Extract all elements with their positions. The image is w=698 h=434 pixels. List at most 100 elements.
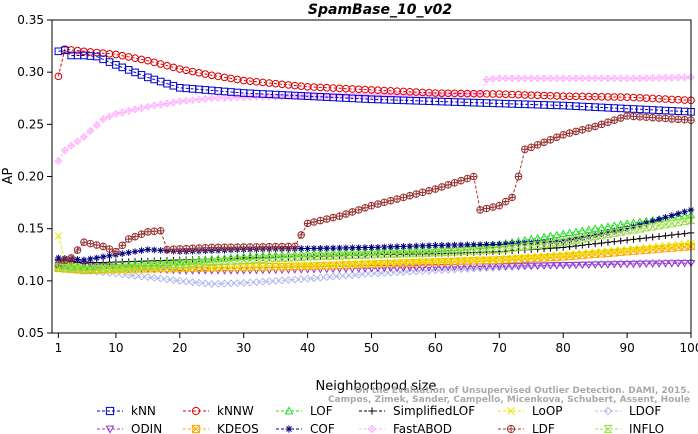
data-point bbox=[642, 244, 650, 252]
data-point bbox=[565, 237, 575, 245]
data-point bbox=[611, 227, 618, 235]
data-point bbox=[303, 253, 313, 261]
data-point bbox=[323, 244, 331, 252]
data-point bbox=[598, 239, 605, 247]
data-point bbox=[546, 136, 555, 144]
data-point bbox=[495, 255, 503, 263]
data-point bbox=[124, 235, 133, 243]
data-point bbox=[424, 264, 434, 272]
data-point bbox=[668, 241, 676, 249]
data-point bbox=[220, 279, 229, 288]
data-point bbox=[508, 240, 516, 247]
data-point bbox=[399, 264, 408, 273]
data-point bbox=[347, 251, 357, 260]
data-point bbox=[54, 232, 63, 240]
data-point bbox=[176, 245, 184, 253]
data-point bbox=[546, 251, 555, 260]
data-point bbox=[571, 74, 580, 83]
data-point bbox=[297, 231, 306, 239]
data-point bbox=[526, 242, 536, 250]
data-point bbox=[188, 244, 197, 253]
data-point bbox=[297, 261, 305, 270]
data-point bbox=[92, 265, 102, 273]
data-point bbox=[636, 235, 644, 242]
data-point bbox=[60, 46, 69, 55]
data-point bbox=[245, 255, 255, 264]
data-point bbox=[629, 260, 638, 269]
data-point bbox=[527, 253, 535, 261]
data-point bbox=[73, 246, 82, 254]
data-point bbox=[379, 250, 389, 259]
data-point bbox=[444, 241, 452, 249]
data-point bbox=[686, 216, 696, 225]
data-point bbox=[86, 126, 95, 135]
data-point bbox=[246, 243, 254, 251]
data-point bbox=[547, 238, 554, 246]
data-point bbox=[603, 74, 612, 83]
data-point bbox=[265, 92, 274, 101]
y-axis-label: AP bbox=[1, 167, 16, 184]
data-point bbox=[386, 91, 395, 100]
data-point bbox=[335, 265, 344, 274]
data-point bbox=[553, 238, 561, 245]
data-point bbox=[348, 260, 356, 268]
y-tick-label: 0.25 bbox=[17, 117, 44, 131]
data-point bbox=[207, 279, 216, 288]
legend-label: LoOP bbox=[532, 404, 563, 418]
data-point bbox=[342, 210, 350, 218]
data-point bbox=[405, 267, 414, 276]
data-point bbox=[680, 116, 689, 124]
data-point bbox=[168, 260, 178, 269]
data-point bbox=[106, 252, 113, 260]
data-point bbox=[584, 124, 593, 132]
data-point bbox=[406, 258, 414, 266]
data-point bbox=[450, 243, 459, 252]
x-tick-label: 20 bbox=[172, 341, 187, 355]
y-tick-label: 0.30 bbox=[17, 65, 44, 79]
data-point bbox=[649, 233, 656, 241]
data-point bbox=[361, 270, 370, 279]
data-point bbox=[545, 239, 555, 248]
data-point bbox=[66, 264, 76, 273]
data-point bbox=[348, 265, 357, 273]
data-point bbox=[92, 121, 101, 130]
data-point bbox=[239, 243, 248, 251]
data-point bbox=[406, 191, 414, 200]
data-point bbox=[591, 74, 600, 83]
data-point bbox=[507, 262, 517, 271]
legend-item: LOF bbox=[276, 404, 333, 418]
data-point bbox=[169, 245, 178, 253]
legend-item: SimplifiedLOF bbox=[359, 404, 475, 418]
data-point bbox=[283, 253, 293, 262]
data-point bbox=[456, 265, 465, 274]
data-point bbox=[552, 239, 562, 247]
data-point bbox=[495, 201, 504, 210]
data-point bbox=[425, 257, 433, 265]
data-point bbox=[265, 277, 274, 286]
data-point bbox=[335, 260, 344, 268]
data-point bbox=[393, 258, 401, 266]
data-point bbox=[271, 262, 280, 270]
data-point bbox=[616, 261, 625, 269]
data-point bbox=[169, 98, 178, 107]
data-point bbox=[533, 252, 542, 261]
data-point bbox=[552, 74, 561, 83]
data-point bbox=[508, 74, 517, 83]
plot-series bbox=[53, 45, 696, 288]
data-point bbox=[648, 113, 657, 122]
data-point bbox=[220, 243, 229, 252]
data-point bbox=[661, 73, 670, 82]
data-point bbox=[131, 266, 139, 274]
data-point bbox=[144, 228, 152, 236]
data-point bbox=[425, 242, 433, 249]
y-axis: 0.05 0.10 0.15 0.20 0.25 0.30 0.35 bbox=[17, 13, 52, 340]
data-point bbox=[572, 127, 580, 136]
data-point bbox=[443, 248, 453, 256]
data-point bbox=[559, 229, 568, 238]
data-point bbox=[540, 238, 548, 246]
data-point bbox=[92, 241, 101, 249]
data-point bbox=[361, 244, 369, 251]
legend-label: COF bbox=[310, 422, 335, 434]
data-point bbox=[514, 254, 523, 262]
legend-label: KDEOS bbox=[217, 422, 259, 434]
